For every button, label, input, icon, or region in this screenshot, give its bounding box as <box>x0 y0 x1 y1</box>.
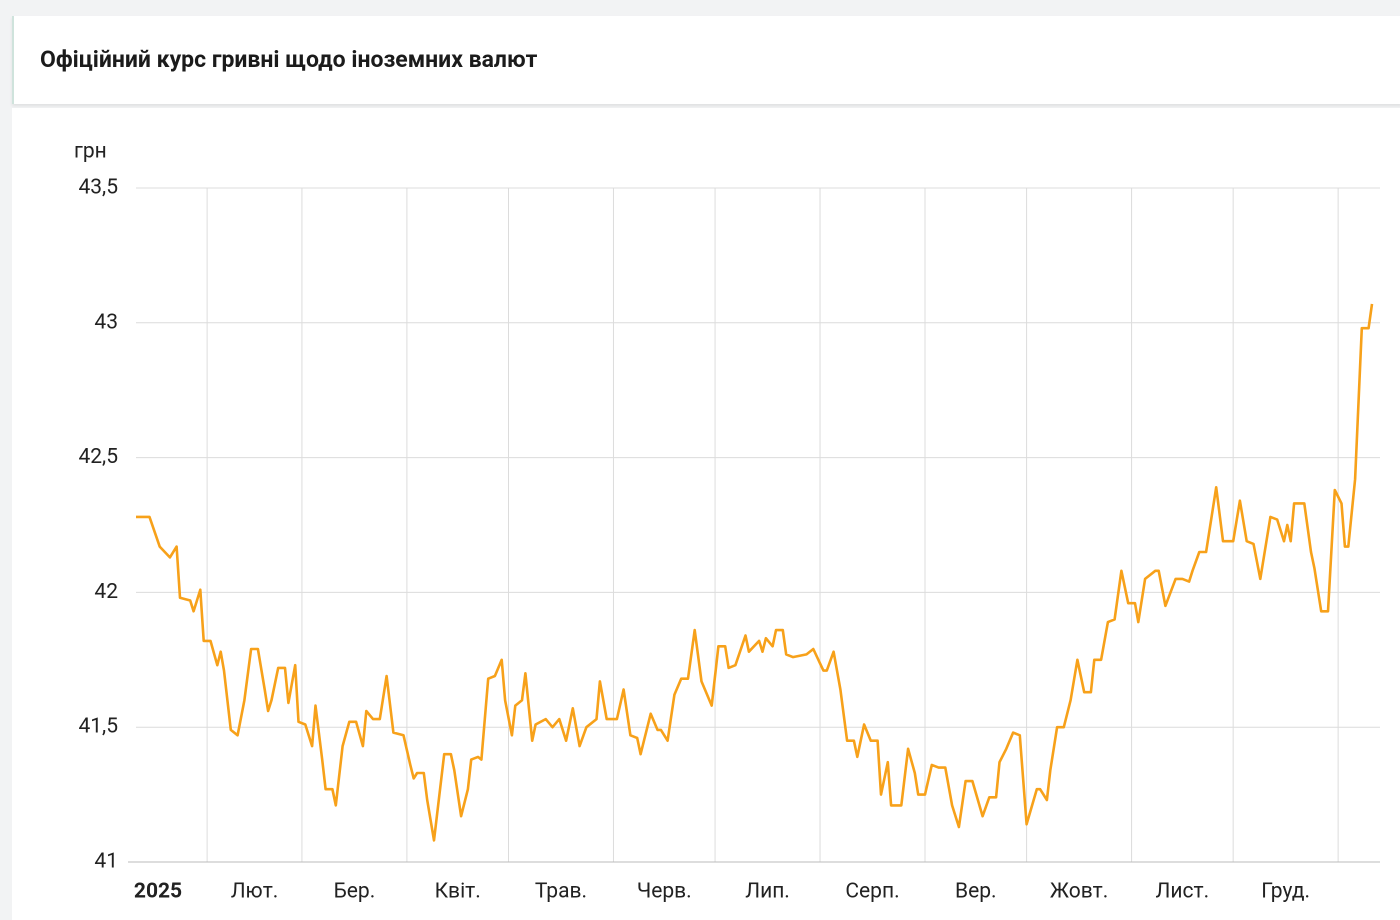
x-tick-label: Жовт. <box>1050 880 1108 904</box>
y-tick-label: 41,5 <box>78 715 118 739</box>
x-tick-label: Черв. <box>637 880 692 904</box>
title: Офіційний курс гривні щодо іноземних вал… <box>40 46 538 73</box>
x-tick-label: Лист. <box>1156 880 1210 904</box>
x-tick-label: Груд. <box>1261 880 1310 904</box>
y-tick-label: 42,5 <box>78 445 118 469</box>
x-tick-label: Квіт. <box>435 880 481 904</box>
chart-panel: грн 41 41,5 42 42,5 43 43,5 2025 Лют. Бер. Квіт. Т… <box>12 108 1400 920</box>
x-tick-label: Трав. <box>535 880 587 904</box>
x-tick-label: Лют. <box>231 880 279 904</box>
x-tick-label: Серп. <box>845 880 899 904</box>
y-tick-label: 43 <box>94 310 118 334</box>
header: Офіційний курс гривні щодо іноземних вал… <box>12 16 1400 104</box>
chart: грн 41 41,5 42 42,5 43 43,5 2025 Лют. Бер. Квіт. Т… <box>74 140 1380 904</box>
y-tick-label: 41 <box>94 850 118 874</box>
x-tick-label: Бер. <box>334 880 376 904</box>
x-tick-label: Лип. <box>745 880 790 904</box>
series-line <box>136 303 1374 842</box>
y-axis-label: грн <box>74 140 107 164</box>
x-tick-label: 2025 <box>134 880 182 904</box>
y-tick-label: 43,5 <box>78 176 118 200</box>
y-tick-label: 42 <box>94 580 118 604</box>
x-tick-label: Вер. <box>955 880 997 904</box>
